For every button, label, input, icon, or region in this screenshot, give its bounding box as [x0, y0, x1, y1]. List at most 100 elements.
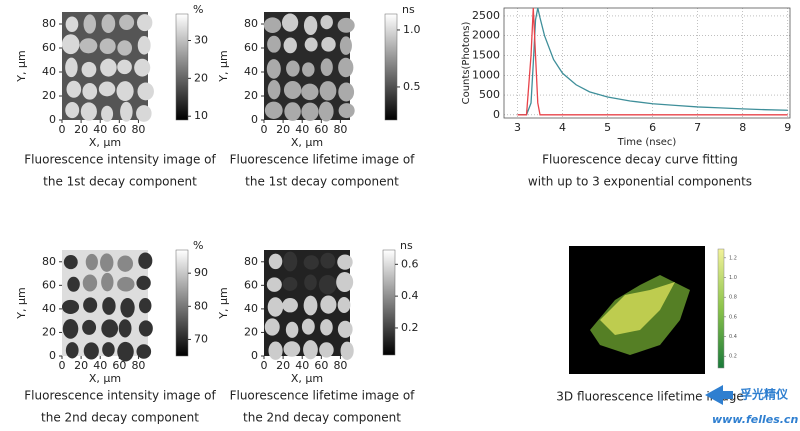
cell: [284, 102, 301, 121]
x-tick-label: 6: [649, 121, 656, 134]
y-tick-label: 60: [42, 41, 56, 54]
cell: [120, 297, 135, 318]
image-panel: 0 20 40 60 80 0 20 40 60 80 X, μm Y, μm% 10 20 30 Fluor…: [15, 3, 217, 189]
x-axis-label: X, μm: [291, 136, 323, 149]
cell: [303, 340, 318, 360]
x-tick-label: 20: [74, 123, 88, 136]
cell: [301, 102, 319, 121]
cell: [267, 79, 281, 100]
cell: [101, 272, 114, 292]
cell: [65, 57, 78, 78]
colorbar-tick-label: 1.0: [403, 23, 421, 36]
cell: [101, 319, 119, 338]
cell: [67, 276, 80, 292]
y-tick-label: 40: [42, 65, 56, 78]
colorbar-unit: %: [193, 3, 203, 16]
cell: [83, 297, 98, 313]
x-tick-label: 9: [784, 121, 791, 134]
y-tick-label: 20: [42, 325, 56, 338]
colorbar: [382, 249, 396, 356]
watermark-arrow: [705, 385, 733, 405]
cell: [61, 34, 80, 55]
colorbar-tick-label: 90: [194, 266, 208, 279]
colorbar-tick-label: 0.2: [401, 321, 419, 334]
y-axis-label: Y, μm: [15, 50, 28, 82]
cell: [66, 80, 82, 98]
cell: [285, 321, 299, 338]
y-tick-label: 80: [244, 17, 258, 30]
cell: [303, 295, 318, 316]
cell: [267, 297, 284, 317]
x-tick-label: 20: [276, 123, 290, 136]
watermark-url: www.felles.cn: [712, 413, 798, 426]
y-tick-label: 20: [42, 89, 56, 102]
x-tick-label: 20: [74, 359, 88, 372]
colorbar-tick-label: 0.6: [401, 257, 419, 270]
cell: [282, 298, 298, 313]
x-tick-label: 60: [112, 359, 126, 372]
cell: [320, 252, 336, 269]
cell: [302, 62, 315, 77]
cell: [283, 37, 297, 54]
colorbar-unit: %: [193, 239, 203, 252]
cell: [283, 251, 298, 272]
surface-peak: [600, 282, 675, 335]
watermark: 孚光精仪 www.felles.cn: [705, 385, 798, 426]
cell: [99, 38, 116, 55]
cell: [85, 253, 98, 271]
x-tick-label: 60: [314, 359, 328, 372]
colorbar: [175, 13, 189, 121]
cell: [281, 13, 299, 32]
colorbar-unit: ns: [400, 239, 413, 252]
cell: [117, 40, 133, 56]
cell: [304, 37, 318, 52]
cell: [79, 38, 98, 54]
cell: [102, 342, 115, 357]
colorbar-tick-label: 70: [194, 332, 208, 345]
cell: [116, 81, 134, 101]
cell: [303, 15, 318, 35]
caption: the 1st decay component: [43, 175, 197, 189]
colorbar-tick-label: 0.8: [729, 295, 737, 301]
y-tick-label: 40: [244, 302, 258, 315]
cell: [65, 102, 80, 119]
plot-frame: [503, 7, 791, 119]
cell: [119, 14, 135, 31]
y-tick-label: 60: [42, 278, 56, 291]
y-tick-label: 40: [42, 302, 56, 315]
x-tick-label: 5: [604, 121, 611, 134]
x-tick-label: 3: [514, 121, 521, 134]
x-axis-label: Time (nsec): [617, 137, 677, 148]
caption: 3D fluorescence lifetime image: [556, 390, 743, 404]
y-tick-label: 80: [42, 255, 56, 268]
cell: [62, 319, 79, 339]
cell: [82, 274, 98, 292]
colorbar-tick-label: 80: [194, 299, 208, 312]
cell: [138, 252, 153, 269]
cell: [320, 295, 337, 314]
cell: [338, 57, 354, 78]
cell: [301, 318, 315, 335]
colorbar-tick-label: 0.4: [729, 334, 737, 340]
x-tick-label: 40: [93, 123, 107, 136]
colorbar: [175, 249, 189, 357]
x-axis-label: X, μm: [291, 372, 323, 385]
caption: the 1st decay component: [245, 175, 399, 189]
caption: Fluorescence decay curve fitting: [542, 153, 738, 167]
caption: with up to 3 exponential components: [528, 175, 752, 189]
cell: [120, 101, 133, 122]
x-tick-label: 80: [131, 123, 145, 136]
colorbar-tick-label: 0.2: [729, 354, 737, 360]
cell: [136, 105, 152, 122]
cell: [264, 101, 283, 119]
cell: [268, 253, 283, 270]
cell: [337, 254, 353, 270]
cell: [267, 35, 281, 53]
colorbar-tick-label: 0.5: [403, 80, 421, 93]
cell: [138, 298, 152, 314]
cell: [338, 103, 355, 119]
x-tick-label: 20: [276, 359, 290, 372]
panel-3d: 3D fluorescence lifetime image: [556, 246, 744, 404]
y-tick-label: 1500: [472, 48, 500, 61]
cell: [337, 297, 351, 313]
